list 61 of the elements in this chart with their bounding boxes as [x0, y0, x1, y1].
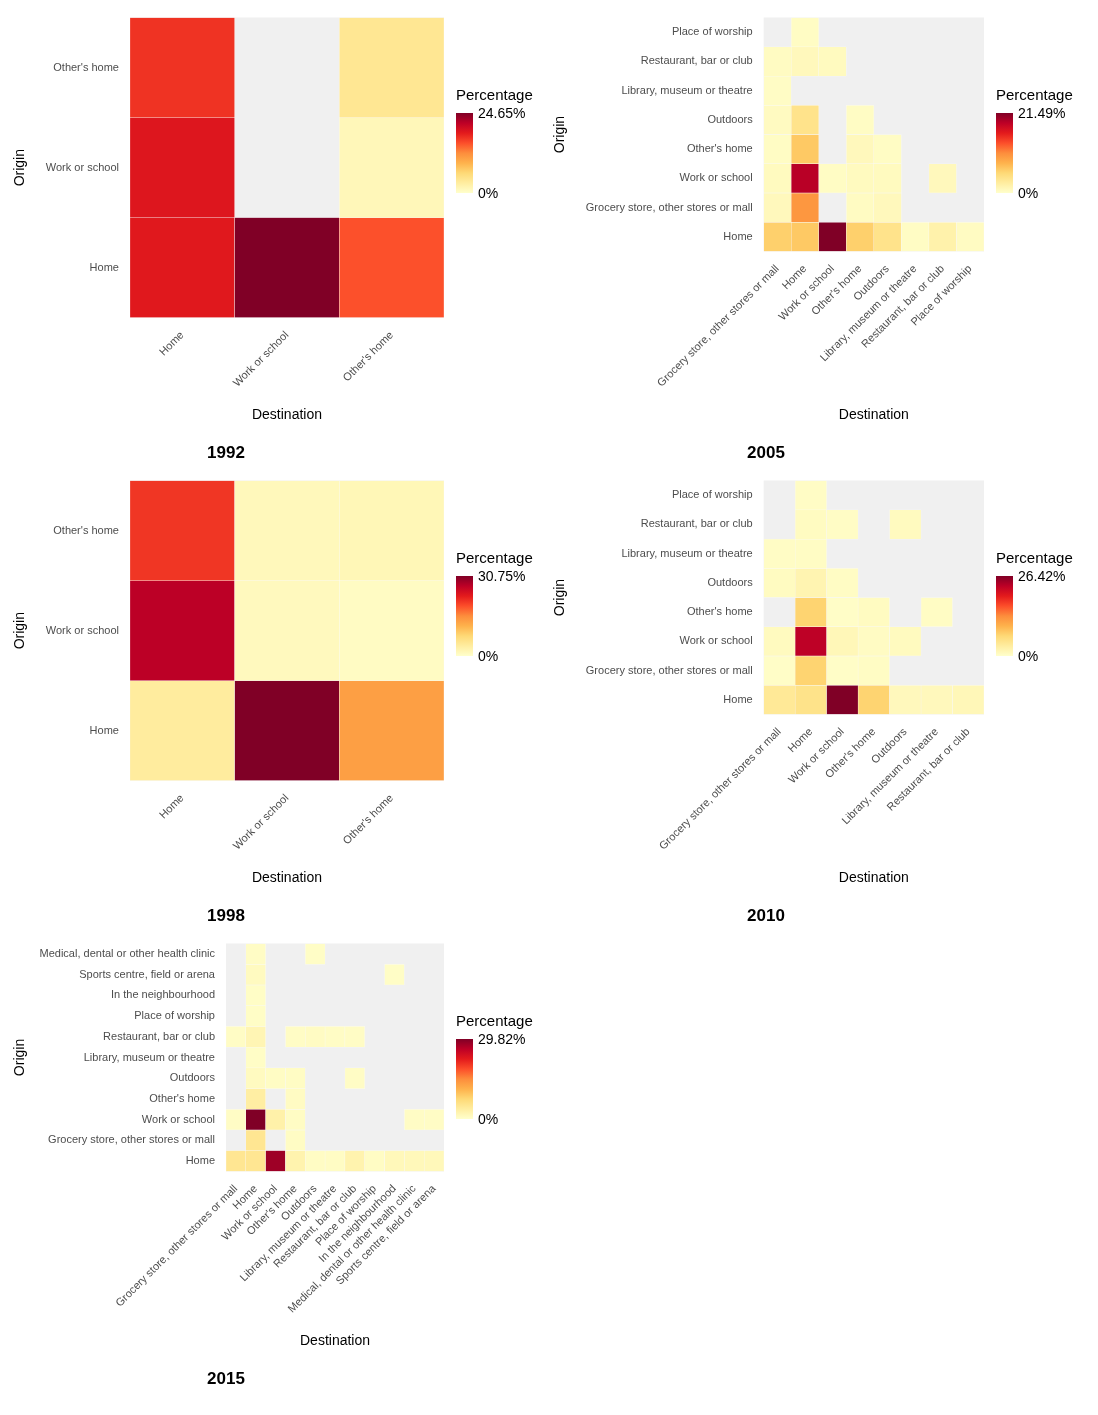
- y-tick-label: Work or school: [679, 634, 753, 647]
- y-axis-title: Origin: [551, 578, 568, 617]
- color-bar-title: Percentage: [996, 549, 1074, 566]
- y-tick-label: Other's home: [687, 142, 753, 155]
- y-tick-label: Restaurant, bar or club: [640, 517, 753, 530]
- y-tick-label: Home: [723, 692, 753, 705]
- y-tick-label: Work or school: [45, 623, 119, 636]
- color-bar-label: 0%: [1018, 184, 1039, 202]
- y-tick-label: Library, museum or theatre: [83, 1050, 215, 1063]
- y-tick-label: Home: [185, 1154, 215, 1167]
- text: 2005: [747, 443, 785, 463]
- y-tick-label: Outdoors: [707, 112, 754, 125]
- y-tick-label: Place of worship: [134, 1009, 215, 1022]
- color-bar-label: 21.49%: [1018, 104, 1066, 122]
- y-tick-label: Place of worship: [671, 25, 753, 38]
- y-tick-label: Library, museum or theatre: [621, 546, 753, 559]
- y-tick-label: Restaurant, bar or club: [103, 1029, 215, 1042]
- y-tick-label: Work or school: [45, 160, 119, 173]
- y-tick-label: In the neighbourhood: [111, 988, 215, 1001]
- y-tick-label: Grocery store, other stores or mall: [48, 1133, 215, 1146]
- text: 1998: [207, 906, 245, 926]
- y-tick-label: Place of worship: [671, 488, 753, 501]
- y-tick-label: Other's home: [53, 523, 119, 536]
- color-bar-label: 24.65%: [478, 104, 526, 122]
- y-tick-label: Restaurant, bar or club: [640, 54, 753, 67]
- x-axis-title: Destination: [251, 406, 322, 423]
- y-tick-label: Other's home: [687, 605, 753, 618]
- y-tick-label: Home: [723, 229, 753, 242]
- y-tick-label: Other's home: [53, 60, 119, 73]
- y-tick-label: Work or school: [141, 1112, 215, 1125]
- color-bar-label: 29.82%: [478, 1030, 526, 1048]
- color-bar-title: Percentage: [456, 549, 534, 566]
- y-axis-title: Origin: [551, 115, 568, 154]
- y-tick-label: Work or school: [679, 171, 753, 184]
- color-bar-label: 26.42%: [1018, 567, 1066, 585]
- y-tick-label: Sports centre, field or arena: [79, 967, 216, 980]
- x-axis-title: Destination: [251, 869, 322, 886]
- y-axis-title: Origin: [11, 611, 28, 650]
- text: 2010: [747, 906, 785, 926]
- color-bar-label: 0%: [478, 1110, 499, 1128]
- y-tick-label: Other's home: [149, 1091, 215, 1104]
- color-bar-title: Percentage: [996, 86, 1074, 103]
- y-tick-label: Outdoors: [707, 575, 754, 588]
- color-bar-label: 30.75%: [478, 567, 526, 585]
- x-axis-title: Destination: [838, 406, 909, 423]
- color-bar-title: Percentage: [456, 1012, 534, 1029]
- color-bar-label: 0%: [478, 647, 499, 665]
- x-axis-title: Destination: [838, 869, 909, 886]
- x-axis-title: Destination: [299, 1332, 371, 1349]
- y-tick-label: Medical, dental or other health clinic: [39, 946, 216, 959]
- color-bar-label: 0%: [478, 184, 499, 202]
- y-tick-label: Grocery store, other stores or mall: [585, 200, 753, 213]
- y-tick-label: Library, museum or theatre: [621, 83, 753, 96]
- y-tick-label: Grocery store, other stores or mall: [585, 663, 753, 676]
- y-axis-title: Origin: [11, 148, 28, 187]
- y-axis-title: Origin: [11, 1038, 28, 1077]
- y-tick-label: Outdoors: [169, 1071, 216, 1084]
- color-bar-label: 0%: [1018, 647, 1039, 665]
- text: 1992: [207, 443, 245, 463]
- color-bar-title: Percentage: [456, 86, 534, 103]
- text: 2015: [207, 1369, 245, 1389]
